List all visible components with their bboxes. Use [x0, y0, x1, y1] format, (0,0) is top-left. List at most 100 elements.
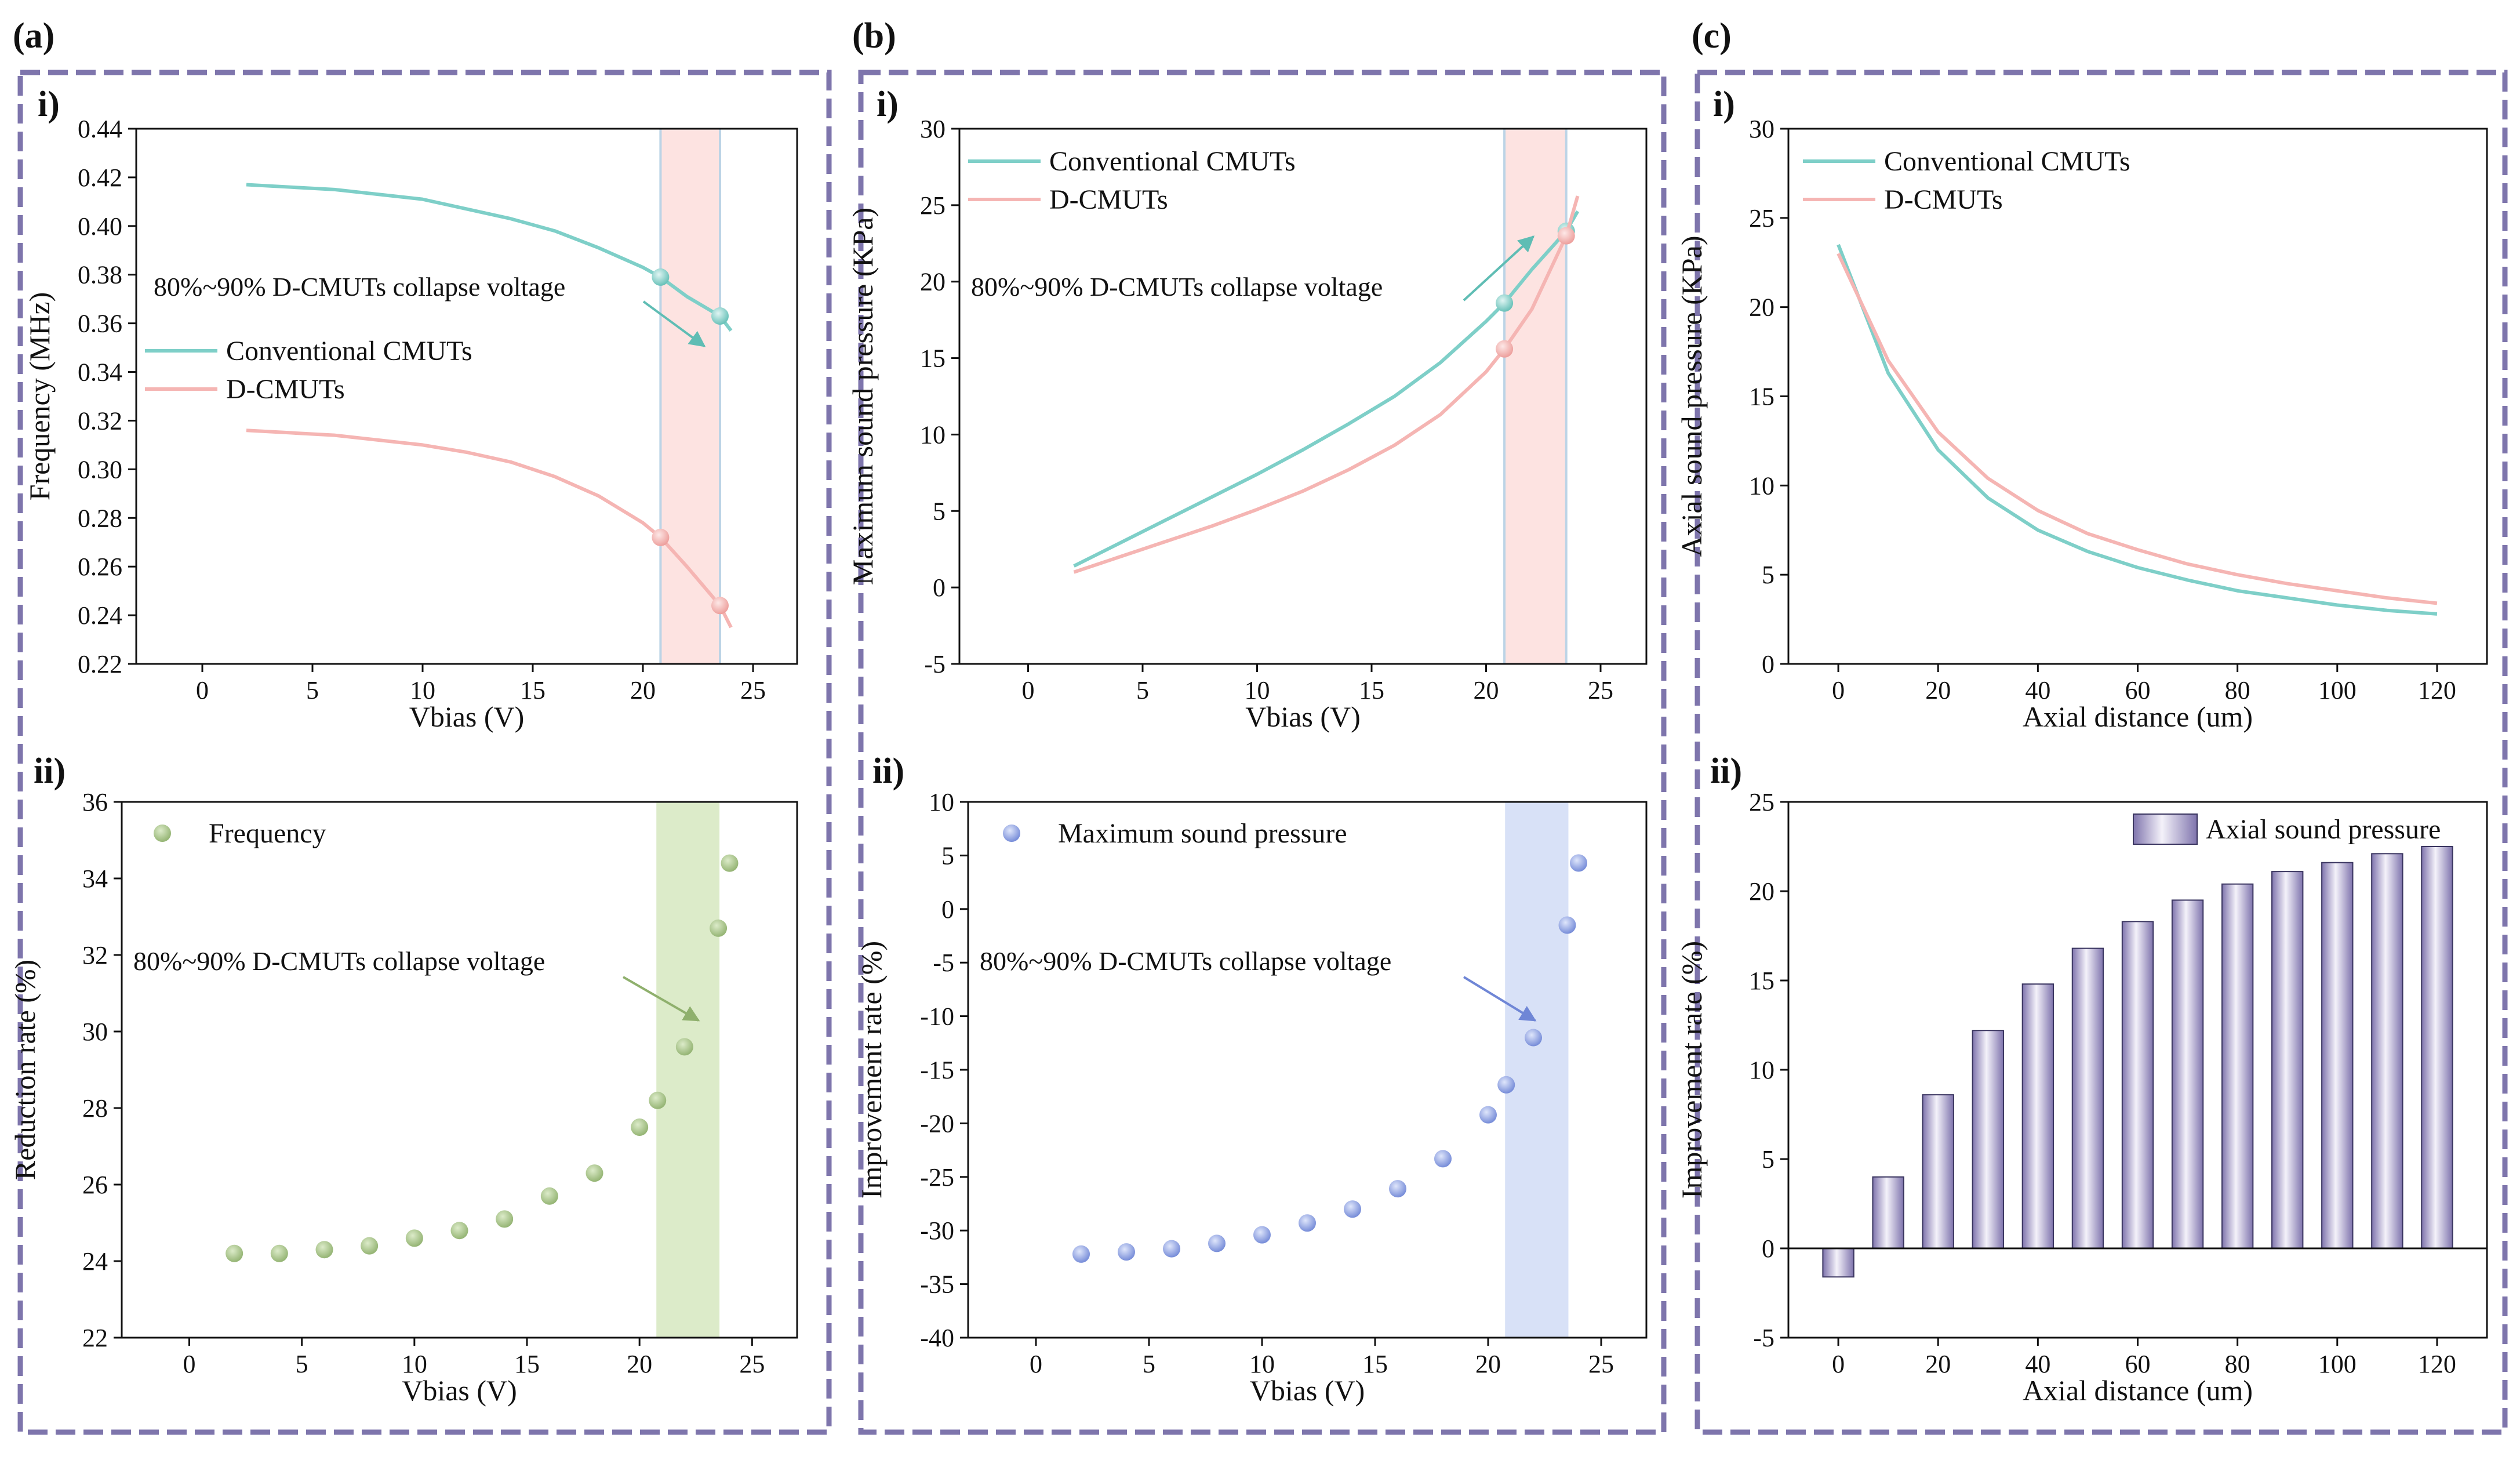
chart-a-ii: 0 5 10 15 20 25 22 24 26 28 30 32 34 36 Vbias (V) Reduc… [9, 788, 798, 1407]
y-tick-label: 0.36 [78, 310, 122, 338]
y-tick-label: 32 [82, 941, 108, 969]
x-tick-label: 5 [1136, 676, 1149, 704]
y-tick-label: -10 [920, 1003, 954, 1031]
sub-letter-a-i: i) [38, 85, 60, 124]
y-tick-label: 36 [82, 788, 108, 816]
y-tick-label: 30 [1749, 115, 1774, 143]
plot-frame [958, 128, 1648, 665]
y-tick-label: 25 [920, 191, 946, 220]
x-tick-label: 15 [1362, 1350, 1388, 1378]
y-tick-label: 10 [929, 788, 954, 816]
annotation-text: 80%~90% D-CMUTs collapse voltage [154, 272, 565, 302]
x-tick-label: 15 [514, 1350, 540, 1378]
y-tick-label: 0.34 [78, 358, 122, 387]
legend-label: D-CMUTs [1884, 184, 2003, 215]
bar [2021, 983, 2054, 1250]
data-point [1299, 1214, 1316, 1232]
legend-swatch [154, 825, 171, 842]
bar [2421, 846, 2453, 1249]
x-tick-label: 20 [1474, 676, 1499, 704]
y-tick-label: 5 [933, 497, 946, 525]
collapse-band [1504, 129, 1566, 664]
data-point [1570, 854, 1587, 872]
x-tick-label: 100 [2318, 676, 2357, 704]
y-tick-label: 0.40 [78, 212, 122, 241]
y-tick-label: 0.28 [78, 504, 122, 532]
bar [1922, 1094, 1954, 1249]
sub-letter-a-ii: ii) [34, 751, 66, 791]
legend-label: Maximum sound pressure [1058, 818, 1347, 849]
x-tick-label: 0 [1832, 676, 1845, 704]
y-tick-label: -25 [920, 1163, 954, 1192]
x-tick-label: 20 [627, 1350, 652, 1378]
data-point [361, 1237, 379, 1255]
y-tick-label: 10 [1749, 471, 1774, 500]
chart-b-i: 0 5 10 15 20 25 -5 0 5 10 15 20 25 30 Vbias (V) Maximum… [846, 115, 1648, 733]
x-tick-label: 0 [1022, 676, 1035, 704]
x-tick-label: 5 [296, 1350, 308, 1378]
collapse-point [1496, 340, 1514, 358]
collapse-band [1506, 802, 1568, 1338]
y-tick-label: 15 [1749, 383, 1774, 411]
data-point [540, 1187, 558, 1205]
x-axis-label: Vbias (V) [1250, 1374, 1365, 1407]
x-axis-label: Vbias (V) [1245, 700, 1361, 733]
y-axis-label: Reduction rate (%) [9, 960, 41, 1180]
bar [1822, 1248, 1854, 1278]
annotation-arrow [1463, 235, 1535, 302]
x-tick-label: 40 [2025, 676, 2050, 704]
sub-letter-c-ii: ii) [1710, 751, 1742, 791]
x-tick-label: 20 [1925, 1350, 1951, 1378]
y-tick-label: 34 [82, 865, 108, 893]
data-point [1118, 1243, 1135, 1261]
chart-c-i: 0 20 40 60 80 100 120 0 5 10 15 20 25 30 Axial distanc… [1675, 115, 2488, 733]
y-tick-label: 25 [1749, 204, 1774, 233]
y-tick-label: 20 [1749, 293, 1774, 322]
y-tick-label: 10 [920, 420, 946, 449]
data-point [1389, 1180, 1406, 1198]
x-tick-label: 40 [2025, 1350, 2050, 1378]
series-line-a [1837, 244, 2438, 616]
data-point [1525, 1029, 1542, 1047]
y-tick-label: 0 [941, 895, 954, 924]
x-tick-label: 120 [2418, 1350, 2456, 1378]
bar [2071, 947, 2104, 1250]
series-line-a [1073, 210, 1580, 568]
y-tick-label: 0 [1762, 650, 1774, 678]
y-tick-label: 30 [920, 115, 946, 143]
x-tick-label: 20 [1475, 1350, 1501, 1378]
y-tick-label: 15 [1749, 967, 1774, 995]
x-tick-label: 15 [520, 676, 546, 704]
data-point [270, 1244, 288, 1262]
y-axis-label: Improvement rate (%) [1675, 941, 1708, 1198]
y-axis-label: Frequency (MHz) [23, 292, 56, 501]
x-tick-label: 100 [2318, 1350, 2357, 1378]
x-axis-label: Vbias (V) [402, 1374, 517, 1407]
panel-letter-a: (a) [13, 16, 54, 56]
data-point [226, 1244, 243, 1262]
collapse-band [657, 802, 719, 1338]
collapse-band [660, 129, 720, 664]
data-point [1434, 1150, 1452, 1168]
data-point [1072, 1245, 1090, 1263]
bar [2271, 871, 2304, 1249]
y-axis-label: Axial sound pressure (KPa) [1675, 235, 1708, 557]
y-tick-label: -20 [920, 1109, 954, 1138]
x-tick-label: 80 [2225, 1350, 2250, 1378]
x-tick-label: 25 [740, 676, 766, 704]
y-tick-label: 30 [82, 1018, 108, 1046]
legend-swatch [2133, 813, 2198, 845]
legend-label: Frequency [209, 818, 326, 849]
data-point [1163, 1240, 1180, 1258]
data-point [1558, 916, 1576, 934]
x-tick-label: 25 [739, 1350, 765, 1378]
data-point [586, 1164, 603, 1182]
x-axis-label: Axial distance (um) [2023, 1374, 2253, 1407]
chart-a-i: 0 5 10 15 20 25 0.22 0.24 0.26 0.28 0.30 0.32 0.34 0.… [23, 115, 798, 733]
data-point [675, 1038, 693, 1056]
annotation-arrow [623, 976, 700, 1022]
x-tick-label: 5 [306, 676, 319, 704]
legend-swatch [1003, 825, 1020, 842]
annotation-text: 80%~90% D-CMUTs collapse voltage [133, 946, 545, 976]
